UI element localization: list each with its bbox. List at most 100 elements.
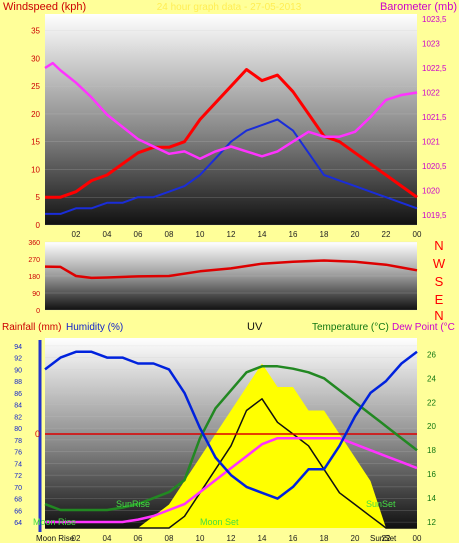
humidity-tick-label: 86 <box>14 391 22 398</box>
humidity-tick-label: 70 <box>14 485 22 492</box>
title: 24 hour graph data - 27-05-2013 <box>157 2 302 13</box>
wind-tick-label: 15 <box>31 138 40 147</box>
compass-n-top: N <box>434 238 443 253</box>
humidity-tick-label: 92 <box>14 356 22 363</box>
temperature-tick-label: 14 <box>427 494 436 503</box>
x-tick-label: 14 <box>258 230 267 239</box>
wind-y-axis: 0 5 10 15 20 25 30 35 <box>31 27 40 230</box>
x-tick-label: 00 <box>413 534 422 543</box>
barometer-y-axis: 1019,5 1020 1020,5 1021 1021,5 1022 1022,5 1023… <box>422 15 447 220</box>
humidity-tick-label: 68 <box>14 497 22 504</box>
humidity-tick-label: 90 <box>14 367 22 374</box>
wind-direction-tick-label: 0 <box>36 308 40 315</box>
x-tick-label: 10 <box>196 534 205 543</box>
x-tick-label: 08 <box>165 230 174 239</box>
x-tick-label: 22 <box>382 230 391 239</box>
humidity-tick-label: 76 <box>14 450 22 457</box>
dewpoint-line <box>45 436 418 524</box>
x-tick-label: 08 <box>165 534 174 543</box>
wind-direction-plot <box>45 242 417 310</box>
rainfall-label: Rainfall (mm) <box>2 322 61 333</box>
wind-tick-label: 5 <box>36 193 41 202</box>
compass-s: S <box>435 274 444 289</box>
x-tick-label: 16 <box>289 230 298 239</box>
barometer-tick-label: 1021,5 <box>422 113 447 122</box>
x-tick-label: 12 <box>227 534 236 543</box>
rain-value-label: 0 <box>35 429 40 439</box>
humidity-tick-label: 74 <box>14 461 22 468</box>
compass-labels: N W S E N <box>433 238 446 323</box>
wind-direction-tick-label: 360 <box>28 240 40 247</box>
x-tick-label: 02 <box>72 230 81 239</box>
humidity-tick-label: 72 <box>14 473 22 480</box>
wind-x-axis: 02 04 06 08 10 12 14 16 18 20 22 00 <box>72 230 422 239</box>
x-tick-label: 12 <box>227 230 236 239</box>
wind-direction-tick-label: 90 <box>32 291 40 298</box>
windspeed-label: Windspeed (kph) <box>3 1 86 13</box>
barometer-tick-label: 1023,5 <box>422 15 447 24</box>
wind-direction-grid <box>45 241 417 311</box>
humidity-tick-label: 84 <box>14 403 22 410</box>
x-tick-label: 20 <box>351 230 360 239</box>
x-tick-label: 14 <box>258 534 267 543</box>
temperature-tick-label: 18 <box>427 446 436 455</box>
wind-direction-line <box>44 259 418 280</box>
humidity-tick-label: 88 <box>14 379 22 386</box>
humidity-y-axis: 64 66 68 70 72 74 76 78 80 82 84 86 88 90 92 94 <box>14 344 22 527</box>
x-tick-label: 04 <box>103 230 112 239</box>
barometer-tick-label: 1021 <box>422 138 440 147</box>
humidity-temp-series <box>44 350 418 529</box>
wind-average-line <box>45 118 418 215</box>
temperature-tick-label: 26 <box>427 350 436 359</box>
x-tick-label: 22 <box>382 534 391 543</box>
barometer-tick-label: 1023 <box>422 39 440 48</box>
x-tick-label: 04 <box>103 534 112 543</box>
moonset-label: Moon Set <box>200 517 239 527</box>
x-tick-label: 06 <box>134 534 143 543</box>
temperature-tick-label: 22 <box>427 398 436 407</box>
dewpoint-label: Dew Point (°C <box>392 322 455 333</box>
windspeed-line <box>45 68 418 199</box>
barometer-line <box>44 61 418 161</box>
wind-tick-label: 0 <box>36 221 41 230</box>
wind-direction-y-axis: 0 90 180 270 360 <box>28 240 40 315</box>
humidity-tick-label: 78 <box>14 438 22 445</box>
x-tick-label: 18 <box>320 230 329 239</box>
temperature-line <box>44 365 418 512</box>
wind-direction-tick-label: 270 <box>28 257 40 264</box>
humidity-label: Humidity (%) <box>66 322 123 333</box>
x-tick-label: 02 <box>72 534 81 543</box>
temperature-tick-label: 20 <box>427 422 436 431</box>
wind-tick-label: 25 <box>31 82 40 91</box>
x-tick-label: 20 <box>351 534 360 543</box>
x-tick-label: 06 <box>134 230 143 239</box>
uv-label: UV <box>247 321 263 333</box>
sunset-label: SunSet <box>366 499 396 509</box>
wind-barometer-series <box>44 61 418 215</box>
compass-e: E <box>435 292 444 307</box>
sunrise-label: SunRise <box>116 499 150 509</box>
moonrise-label: Moon Rise <box>33 517 76 527</box>
wind-direction-series <box>44 259 418 280</box>
humidity-line <box>44 350 418 500</box>
compass-n-bottom: N <box>434 308 443 323</box>
compass-w: W <box>433 256 446 271</box>
wind-tick-label: 35 <box>31 27 40 36</box>
humidity-x-axis: 02 04 06 08 10 12 14 16 18 20 22 00 <box>72 534 422 543</box>
humidity-tick-label: 64 <box>14 520 22 527</box>
barometer-tick-label: 1022 <box>422 89 440 98</box>
x-tick-label: 18 <box>320 534 329 543</box>
humidity-tick-label: 66 <box>14 508 22 515</box>
humidity-tick-label: 82 <box>14 414 22 421</box>
temperature-tick-label: 16 <box>427 470 436 479</box>
temperature-y-axis: 12 14 16 18 20 22 24 26 <box>427 350 436 527</box>
wind-barometer-plot <box>45 14 417 225</box>
x-tick-label: 10 <box>196 230 205 239</box>
bottom-moonrise-label: Moon Rise <box>36 534 75 543</box>
solar-line <box>45 398 417 529</box>
barometer-tick-label: 1022,5 <box>422 64 447 73</box>
wind-tick-label: 10 <box>31 165 40 174</box>
barometer-tick-label: 1020 <box>422 187 440 196</box>
barometer-tick-label: 1020,5 <box>422 162 447 171</box>
